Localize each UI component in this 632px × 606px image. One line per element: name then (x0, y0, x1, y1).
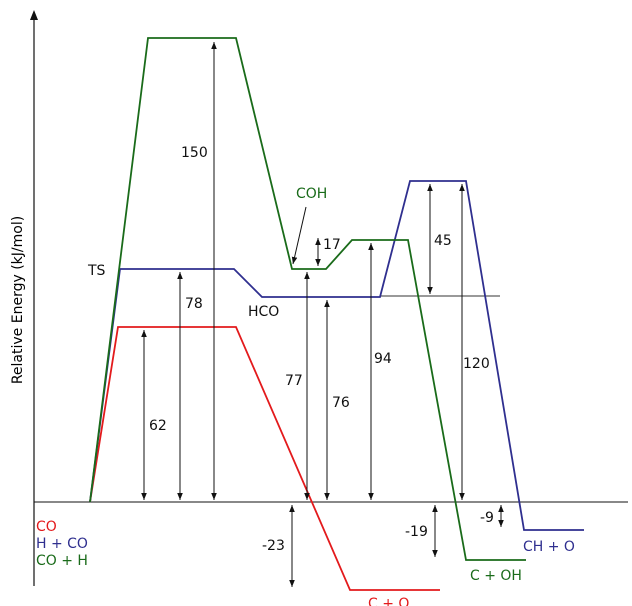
coh-pointer-arrow (291, 206, 307, 265)
legend-co: CO (36, 519, 57, 535)
energy-label-76: 76 (332, 395, 350, 411)
legend-h-co: H + CO (36, 536, 88, 552)
energy-label-minus-9: -9 (480, 510, 494, 526)
energy-label-94: 94 (374, 351, 392, 367)
label-ch-o: CH + O (523, 539, 575, 555)
energy-label-77: 77 (285, 373, 303, 389)
energy-label-120: 120 (463, 356, 490, 372)
path-h-co (89, 180, 584, 531)
label-hco: HCO (248, 304, 279, 320)
energy-label-150: 150 (181, 145, 208, 161)
label-ts: TS (87, 263, 106, 279)
energy-label-45: 45 (434, 233, 452, 249)
legend-co-h: CO + H (36, 553, 88, 569)
label-c-o: C + O (368, 596, 409, 606)
label-c-oh: C + OH (470, 568, 522, 584)
path-co (89, 326, 440, 591)
energy-label-17: 17 (323, 237, 341, 253)
energy-label-minus-23: -23 (262, 538, 285, 554)
path-co-h (89, 37, 526, 561)
label-coh: COH (296, 186, 327, 202)
energy-label-78: 78 (185, 296, 203, 312)
y-axis-arrow-icon (30, 10, 38, 20)
y-axis-label: Relative Energy (kJ/mol) (10, 216, 26, 384)
energy-label-62: 62 (149, 418, 167, 434)
energy-label-minus-19: -19 (405, 524, 428, 540)
